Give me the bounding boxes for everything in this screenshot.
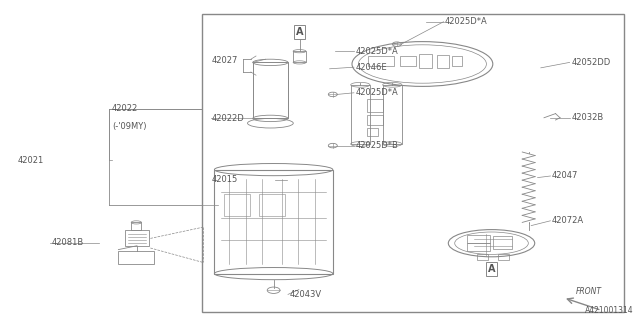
Text: 42047: 42047 <box>552 171 578 180</box>
Text: 42025D*A: 42025D*A <box>355 88 398 97</box>
Text: FRONT: FRONT <box>576 287 602 296</box>
Bar <box>214 170 333 274</box>
Bar <box>259 194 285 216</box>
Text: 42022: 42022 <box>112 104 138 113</box>
Text: A: A <box>296 27 303 37</box>
Bar <box>419 54 432 68</box>
Bar <box>467 235 490 243</box>
Text: 42072A: 42072A <box>552 216 584 225</box>
Text: 42025D*A: 42025D*A <box>355 47 398 56</box>
Bar <box>493 236 512 249</box>
Bar <box>224 194 250 216</box>
Bar <box>293 51 306 62</box>
Text: 42046E: 42046E <box>355 63 387 72</box>
Bar <box>367 99 383 112</box>
Bar <box>131 222 141 230</box>
Bar <box>253 62 288 118</box>
Text: 42052DD: 42052DD <box>572 58 611 67</box>
Bar <box>467 243 490 251</box>
Text: (-'09MY): (-'09MY) <box>112 122 147 131</box>
Bar <box>383 85 402 144</box>
Text: 42022D: 42022D <box>211 114 244 123</box>
Bar <box>202 14 624 312</box>
Bar <box>477 254 488 260</box>
Text: 42081B: 42081B <box>51 238 83 247</box>
Bar <box>367 115 383 125</box>
Text: 42032B: 42032B <box>572 113 604 122</box>
Bar <box>351 85 370 144</box>
Text: 42025D*B: 42025D*B <box>355 141 398 150</box>
Bar <box>498 254 509 260</box>
Bar <box>437 55 449 68</box>
Text: 42027: 42027 <box>211 56 237 65</box>
Bar <box>118 251 154 264</box>
Text: A: A <box>488 264 495 274</box>
Text: 42043V: 42043V <box>289 290 321 299</box>
Bar <box>400 56 416 66</box>
Bar <box>125 230 149 246</box>
Bar <box>452 56 462 66</box>
Text: 42015: 42015 <box>211 175 237 184</box>
Text: 42021: 42021 <box>18 156 44 164</box>
Text: 42025D*A: 42025D*A <box>445 17 488 26</box>
Bar <box>368 56 394 66</box>
Text: A421001314: A421001314 <box>585 306 634 315</box>
Bar <box>367 128 378 136</box>
